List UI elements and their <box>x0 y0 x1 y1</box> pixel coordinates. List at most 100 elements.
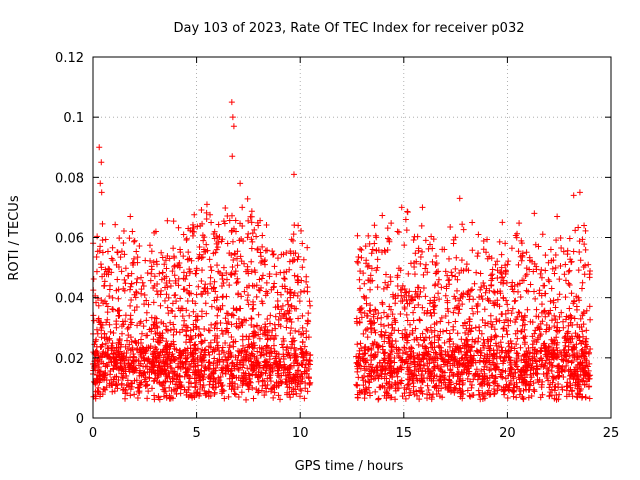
data-point <box>234 279 241 286</box>
data-point <box>555 384 562 391</box>
data-point <box>517 387 524 394</box>
data-point <box>208 267 215 274</box>
data-point <box>138 286 145 293</box>
data-point <box>542 267 549 274</box>
data-point <box>394 272 401 279</box>
data-point <box>381 375 388 382</box>
data-point <box>512 330 519 337</box>
data-point <box>127 213 134 220</box>
data-point <box>508 365 515 372</box>
data-point <box>94 371 101 378</box>
data-point <box>212 346 219 353</box>
data-point <box>582 262 589 269</box>
data-point <box>565 368 572 375</box>
data-point <box>561 271 568 278</box>
data-point <box>105 265 112 272</box>
data-point <box>165 310 172 317</box>
data-point <box>98 159 105 166</box>
data-point <box>233 307 240 314</box>
data-point <box>167 319 174 326</box>
data-point <box>357 306 364 313</box>
data-point <box>131 307 138 314</box>
data-point <box>198 254 205 261</box>
data-point <box>540 308 547 315</box>
data-point <box>281 311 288 318</box>
data-point <box>158 371 165 378</box>
data-point <box>455 302 462 309</box>
data-point <box>225 348 232 355</box>
data-point <box>255 388 262 395</box>
data-point <box>518 313 525 320</box>
data-point <box>257 253 264 260</box>
data-point <box>388 383 395 390</box>
data-point <box>466 316 473 323</box>
data-point <box>375 344 382 351</box>
data-point <box>572 330 579 337</box>
data-point <box>355 360 362 367</box>
data-point <box>423 344 430 351</box>
data-point <box>160 320 167 327</box>
data-point <box>498 264 505 271</box>
data-point <box>474 376 481 383</box>
data-point <box>549 350 556 357</box>
data-point <box>266 356 273 363</box>
data-point <box>419 351 426 358</box>
data-point <box>150 367 157 374</box>
data-point <box>281 269 288 276</box>
data-point <box>298 361 305 368</box>
data-point <box>288 236 295 243</box>
data-point <box>354 359 361 366</box>
data-point <box>392 380 399 387</box>
data-point <box>255 286 262 293</box>
data-point <box>188 335 195 342</box>
data-point <box>512 297 519 304</box>
data-point <box>307 379 314 386</box>
data-point <box>262 257 269 264</box>
data-point <box>151 348 158 355</box>
data-point <box>441 369 448 376</box>
data-point <box>238 372 245 379</box>
data-point <box>232 391 239 398</box>
data-point <box>186 282 193 289</box>
data-point <box>541 362 548 369</box>
data-point <box>374 363 381 370</box>
data-point <box>181 386 188 393</box>
data-point <box>261 352 268 359</box>
data-point <box>577 365 584 372</box>
data-point <box>260 346 267 353</box>
data-point <box>244 297 251 304</box>
data-point <box>148 263 155 270</box>
data-point <box>280 337 287 344</box>
data-point <box>410 297 417 304</box>
data-point <box>169 378 176 385</box>
data-point <box>297 380 304 387</box>
data-point <box>361 310 368 317</box>
data-point <box>214 262 221 269</box>
data-point <box>101 282 108 289</box>
data-point <box>516 220 523 227</box>
data-point <box>527 349 534 356</box>
data-point <box>277 291 284 298</box>
data-point <box>133 377 140 384</box>
data-point <box>287 289 294 296</box>
data-point <box>95 389 102 396</box>
data-point <box>104 309 111 316</box>
data-point <box>102 349 109 356</box>
data-point <box>368 345 375 352</box>
data-point <box>244 195 251 202</box>
data-point <box>207 344 214 351</box>
data-point <box>304 244 311 251</box>
data-point <box>446 377 453 384</box>
data-point <box>422 237 429 244</box>
data-point <box>388 342 395 349</box>
data-point <box>199 267 206 274</box>
data-point <box>101 335 108 342</box>
data-point <box>564 358 571 365</box>
data-point <box>188 380 195 387</box>
data-point <box>427 241 434 248</box>
data-point <box>109 345 116 352</box>
data-point <box>492 380 499 387</box>
data-point <box>500 280 507 287</box>
data-point <box>521 377 528 384</box>
data-point <box>501 354 508 361</box>
